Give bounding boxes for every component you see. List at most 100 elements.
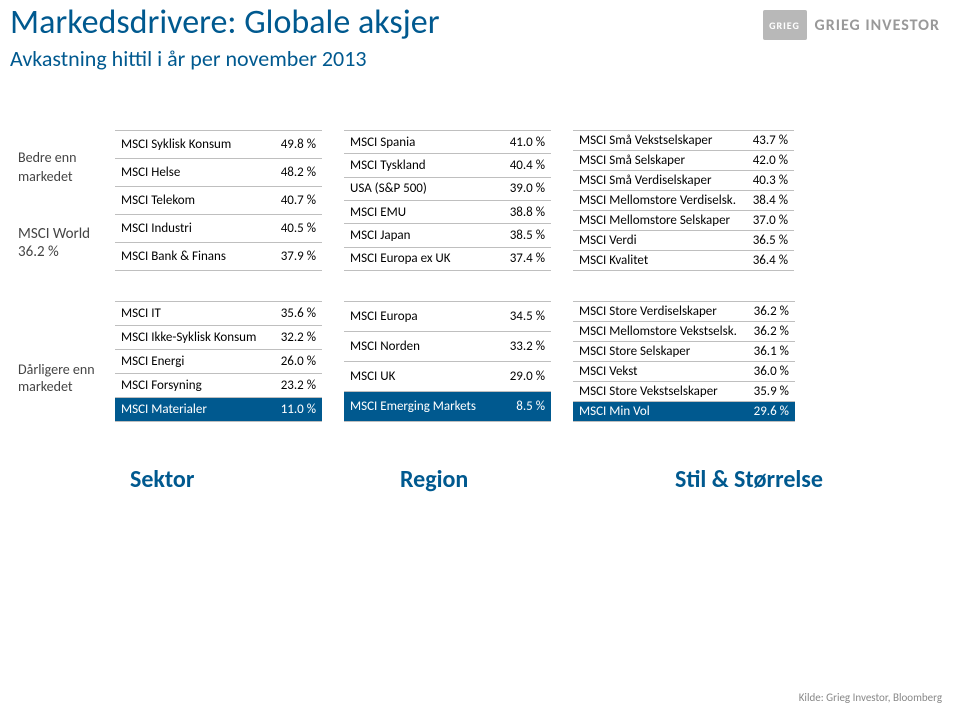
better-label-block: Bedre enn markedet MSCI World 36.2 % bbox=[0, 149, 115, 271]
cell-name: USA (S&P 500) bbox=[344, 177, 499, 200]
cell-value: 35.6 % bbox=[270, 302, 322, 326]
cell-value: 29.0 % bbox=[499, 362, 551, 392]
table-row: MSCI Spania41.0 % bbox=[344, 131, 551, 154]
worse-label-1: Dårligere enn bbox=[18, 361, 115, 378]
table-row: MSCI IT35.6 % bbox=[115, 302, 322, 326]
brand-logo: GRIEG bbox=[763, 10, 807, 40]
cell-name: MSCI Mellomstore Verdiselsk. bbox=[573, 191, 742, 211]
upper-tables: MSCI Syklisk Konsum49.8 %MSCI Helse48.2 … bbox=[115, 130, 794, 271]
table-row: MSCI Tyskland40.4 % bbox=[344, 154, 551, 177]
table-row: USA (S&P 500)39.0 % bbox=[344, 177, 551, 200]
page-title: Markedsdrivere: Globale aksjer bbox=[10, 2, 440, 43]
cell-name: MSCI IT bbox=[115, 302, 270, 326]
better-label-2: markedet bbox=[18, 168, 115, 185]
cell-value: 48.2 % bbox=[270, 159, 322, 187]
cell-value: 33.2 % bbox=[499, 332, 551, 362]
table-row: MSCI Europa34.5 % bbox=[344, 302, 551, 332]
cell-value: 49.8 % bbox=[270, 131, 322, 159]
table-row: MSCI Norden33.2 % bbox=[344, 332, 551, 362]
cell-value: 36.4 % bbox=[742, 251, 794, 271]
better-label-1: Bedre enn bbox=[18, 149, 115, 166]
table-row: MSCI Verdi36.5 % bbox=[573, 231, 794, 251]
cell-name: MSCI Store Vekstselskaper bbox=[573, 382, 743, 402]
table-row: MSCI Helse48.2 % bbox=[115, 159, 322, 187]
lower-sector-table: MSCI IT35.6 %MSCI Ikke-Syklisk Konsum32.… bbox=[115, 301, 322, 422]
source-label: Kilde: Grieg Investor, Bloomberg bbox=[799, 691, 942, 704]
cell-name: MSCI Verdi bbox=[573, 231, 742, 251]
table-row: MSCI Europa ex UK37.4 % bbox=[344, 247, 551, 270]
table-row: MSCI Kvalitet36.4 % bbox=[573, 251, 794, 271]
category-labels: Sektor Region Stil & Størrelse bbox=[130, 465, 930, 494]
cell-value: 32.2 % bbox=[270, 326, 322, 350]
cell-name: MSCI Materialer bbox=[115, 398, 270, 422]
cell-name: MSCI Små Selskaper bbox=[573, 151, 742, 171]
cell-name: MSCI Kvalitet bbox=[573, 251, 742, 271]
table-row: MSCI Mellomstore Selskaper37.0 % bbox=[573, 211, 794, 231]
brand-text: GRIEG INVESTOR bbox=[815, 16, 941, 35]
table-row: MSCI Store Vekstselskaper35.9 % bbox=[573, 382, 795, 402]
cell-value: 34.5 % bbox=[499, 302, 551, 332]
cell-value: 39.0 % bbox=[499, 177, 551, 200]
table-row: MSCI Japan38.5 % bbox=[344, 224, 551, 247]
table-row: MSCI Min Vol29.6 % bbox=[573, 402, 795, 422]
content-area: Bedre enn markedet MSCI World 36.2 % MSC… bbox=[0, 130, 960, 452]
cell-name: MSCI Europa ex UK bbox=[344, 247, 499, 270]
cell-name: MSCI Vekst bbox=[573, 362, 743, 382]
cell-name: MSCI Forsyning bbox=[115, 374, 270, 398]
cell-value: 11.0 % bbox=[270, 398, 322, 422]
cell-value: 38.4 % bbox=[742, 191, 794, 211]
cell-value: 40.5 % bbox=[270, 215, 322, 243]
table-row: MSCI Små Selskaper42.0 % bbox=[573, 151, 794, 171]
cell-value: 8.5 % bbox=[499, 392, 551, 422]
cell-name: MSCI Store Selskaper bbox=[573, 342, 743, 362]
cell-value: 36.0 % bbox=[743, 362, 795, 382]
cell-name: MSCI Min Vol bbox=[573, 402, 743, 422]
world-label-2: 36.2 % bbox=[18, 243, 115, 261]
category-region: Region bbox=[400, 465, 675, 494]
table-row: MSCI Industri40.5 % bbox=[115, 215, 322, 243]
cell-value: 38.5 % bbox=[499, 224, 551, 247]
cell-value: 36.5 % bbox=[742, 231, 794, 251]
cell-name: MSCI Japan bbox=[344, 224, 499, 247]
table-row: MSCI Energi26.0 % bbox=[115, 350, 322, 374]
cell-name: MSCI EMU bbox=[344, 200, 499, 223]
table-row: MSCI Bank & Finans37.9 % bbox=[115, 243, 322, 271]
lower-row: Dårligere enn markedet MSCI IT35.6 %MSCI… bbox=[0, 301, 960, 422]
table-row: MSCI Små Verdiselskaper40.3 % bbox=[573, 171, 794, 191]
lower-style-table: MSCI Store Verdiselskaper36.2 %MSCI Mell… bbox=[573, 301, 795, 422]
table-row: MSCI Mellomstore Verdiselsk.38.4 % bbox=[573, 191, 794, 211]
cell-value: 40.3 % bbox=[742, 171, 794, 191]
cell-value: 38.8 % bbox=[499, 200, 551, 223]
cell-value: 26.0 % bbox=[270, 350, 322, 374]
cell-value: 37.0 % bbox=[742, 211, 794, 231]
table-row: MSCI Forsyning23.2 % bbox=[115, 374, 322, 398]
category-sector: Sektor bbox=[130, 465, 400, 494]
table-row: MSCI Store Selskaper36.1 % bbox=[573, 342, 795, 362]
cell-name: MSCI Store Verdiselskaper bbox=[573, 302, 743, 322]
table-row: MSCI Emerging Markets8.5 % bbox=[344, 392, 551, 422]
cell-name: MSCI Telekom bbox=[115, 187, 270, 215]
category-style: Stil & Størrelse bbox=[675, 465, 925, 494]
cell-value: 40.4 % bbox=[499, 154, 551, 177]
cell-name: MSCI Spania bbox=[344, 131, 499, 154]
cell-value: 36.1 % bbox=[743, 342, 795, 362]
cell-name: MSCI Emerging Markets bbox=[344, 392, 499, 422]
cell-name: MSCI Europa bbox=[344, 302, 499, 332]
cell-value: 37.9 % bbox=[270, 243, 322, 271]
cell-name: MSCI Norden bbox=[344, 332, 499, 362]
table-row: MSCI Telekom40.7 % bbox=[115, 187, 322, 215]
upper-style-table: MSCI Små Vekstselskaper43.7 %MSCI Små Se… bbox=[573, 130, 794, 271]
worse-label-block: Dårligere enn markedet bbox=[0, 301, 115, 395]
table-row: MSCI Små Vekstselskaper43.7 % bbox=[573, 131, 794, 151]
lower-region-table: MSCI Europa34.5 %MSCI Norden33.2 %MSCI U… bbox=[344, 301, 551, 422]
cell-name: MSCI Industri bbox=[115, 215, 270, 243]
table-row: MSCI Vekst36.0 % bbox=[573, 362, 795, 382]
table-row: MSCI Materialer11.0 % bbox=[115, 398, 322, 422]
cell-value: 23.2 % bbox=[270, 374, 322, 398]
worse-label-2: markedet bbox=[18, 378, 115, 395]
upper-sector-table: MSCI Syklisk Konsum49.8 %MSCI Helse48.2 … bbox=[115, 130, 322, 271]
cell-value: 36.2 % bbox=[743, 322, 795, 342]
cell-name: MSCI Energi bbox=[115, 350, 270, 374]
cell-value: 36.2 % bbox=[743, 302, 795, 322]
table-row: MSCI UK29.0 % bbox=[344, 362, 551, 392]
